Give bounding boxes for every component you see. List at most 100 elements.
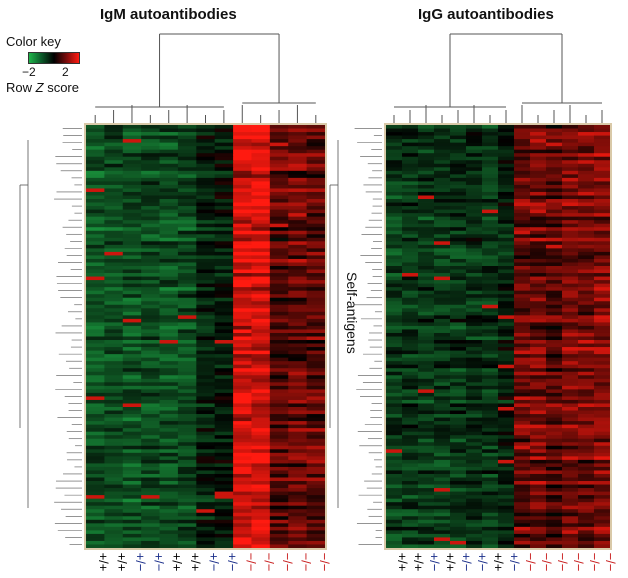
heatmap-cell <box>386 209 403 214</box>
heatmap-cell <box>578 452 595 457</box>
heatmap-cell <box>177 273 197 277</box>
heatmap-cell <box>386 533 403 538</box>
heatmap-cell <box>402 315 419 320</box>
heatmap-cell <box>578 188 595 193</box>
heatmap-cell <box>214 488 234 492</box>
heatmap-cell <box>450 304 467 309</box>
heatmap-cell <box>196 248 216 253</box>
heatmap-cell <box>306 266 326 270</box>
heatmap-cell <box>498 329 515 334</box>
heatmap-cell <box>482 258 499 263</box>
heatmap-cell <box>402 195 419 200</box>
heatmap-cell <box>214 523 234 528</box>
heatmap-cell <box>141 459 160 464</box>
heatmap-cell <box>196 540 216 545</box>
heatmap-cell <box>546 167 563 172</box>
heatmap-cell <box>233 188 252 193</box>
heatmap-cell <box>402 280 419 285</box>
heatmap-cell <box>251 364 271 369</box>
heatmap-cell <box>233 435 252 440</box>
heatmap-cell <box>386 297 403 302</box>
heatmap-cell <box>530 184 547 189</box>
heatmap-cell <box>418 318 435 323</box>
heatmap-cell <box>177 347 197 351</box>
heatmap-cell <box>450 361 467 366</box>
heatmap-cell <box>159 202 179 207</box>
heatmap-cell <box>562 421 579 426</box>
heatmap-cell <box>386 244 403 249</box>
heatmap-cell <box>386 269 403 274</box>
heatmap-cell <box>514 262 531 267</box>
heatmap-cell <box>288 146 308 151</box>
heatmap-cell <box>386 191 403 196</box>
heatmap-cell <box>306 544 326 549</box>
heatmap-cell <box>594 336 611 341</box>
heatmap-cell <box>386 385 403 390</box>
heatmap-cell <box>562 294 579 299</box>
heatmap-cell <box>514 244 531 249</box>
heatmap-cell <box>482 269 499 274</box>
heatmap-cell <box>196 392 216 397</box>
heatmap-cell <box>196 146 216 151</box>
heatmap-cell <box>546 403 563 408</box>
heatmap-cell <box>514 146 531 151</box>
heatmap-cell <box>288 477 308 482</box>
heatmap-cell <box>306 315 326 320</box>
column-label: −/− <box>571 553 586 572</box>
heatmap-cell <box>434 421 451 426</box>
heatmap-cell <box>402 174 419 179</box>
heatmap-cell <box>514 403 531 408</box>
heatmap-cell <box>386 403 403 408</box>
heatmap-cell <box>214 533 234 538</box>
heatmap-cell <box>122 139 142 144</box>
heatmap-cell <box>86 533 105 538</box>
heatmap-cell <box>122 308 142 313</box>
heatmap-cell <box>530 209 547 214</box>
heatmap-cell <box>546 466 563 471</box>
heatmap-cell <box>594 431 611 436</box>
heatmap-cell <box>159 505 179 510</box>
heatmap-cell <box>288 149 308 154</box>
heatmap-cell <box>498 216 515 221</box>
heatmap-cell <box>122 202 142 207</box>
heatmap-cell <box>402 340 419 344</box>
heatmap-cell <box>214 516 234 521</box>
heatmap-cell <box>196 431 216 436</box>
heatmap-cell <box>466 540 483 545</box>
heatmap-cell <box>402 213 419 218</box>
heatmap-cell <box>418 488 435 492</box>
heatmap-cell <box>450 463 467 468</box>
heatmap-cell <box>578 262 595 267</box>
heatmap-cell <box>251 276 271 281</box>
heatmap-cell <box>251 202 271 207</box>
heatmap-cell <box>498 290 515 295</box>
heatmap-cell <box>141 322 160 327</box>
heatmap-cell <box>233 170 252 175</box>
heatmap-cell <box>418 442 435 447</box>
heatmap-cell <box>498 237 515 242</box>
heatmap-cell <box>434 269 451 274</box>
heatmap-cell <box>562 484 579 489</box>
heatmap-cell <box>104 290 124 295</box>
heatmap-cell <box>122 174 142 179</box>
heatmap-cell <box>177 255 197 260</box>
heatmap-cell <box>288 258 308 263</box>
heatmap-cell <box>482 399 499 404</box>
heatmap-cell <box>196 519 216 524</box>
heatmap-cell <box>498 459 515 464</box>
heatmap-cell <box>214 199 234 203</box>
heatmap-cell <box>141 456 160 461</box>
heatmap-cell <box>251 537 271 542</box>
heatmap-cell <box>86 248 105 253</box>
heatmap-cell <box>159 523 179 528</box>
heatmap-cell <box>177 445 197 450</box>
heatmap-cell <box>288 428 308 433</box>
heatmap-cell <box>104 125 124 129</box>
heatmap-cell <box>104 445 124 450</box>
heatmap-cell <box>251 255 271 260</box>
heatmap-cell <box>214 322 234 327</box>
heatmap-cell <box>450 216 467 221</box>
heatmap-cell <box>514 294 531 299</box>
heatmap-cell <box>122 237 142 242</box>
